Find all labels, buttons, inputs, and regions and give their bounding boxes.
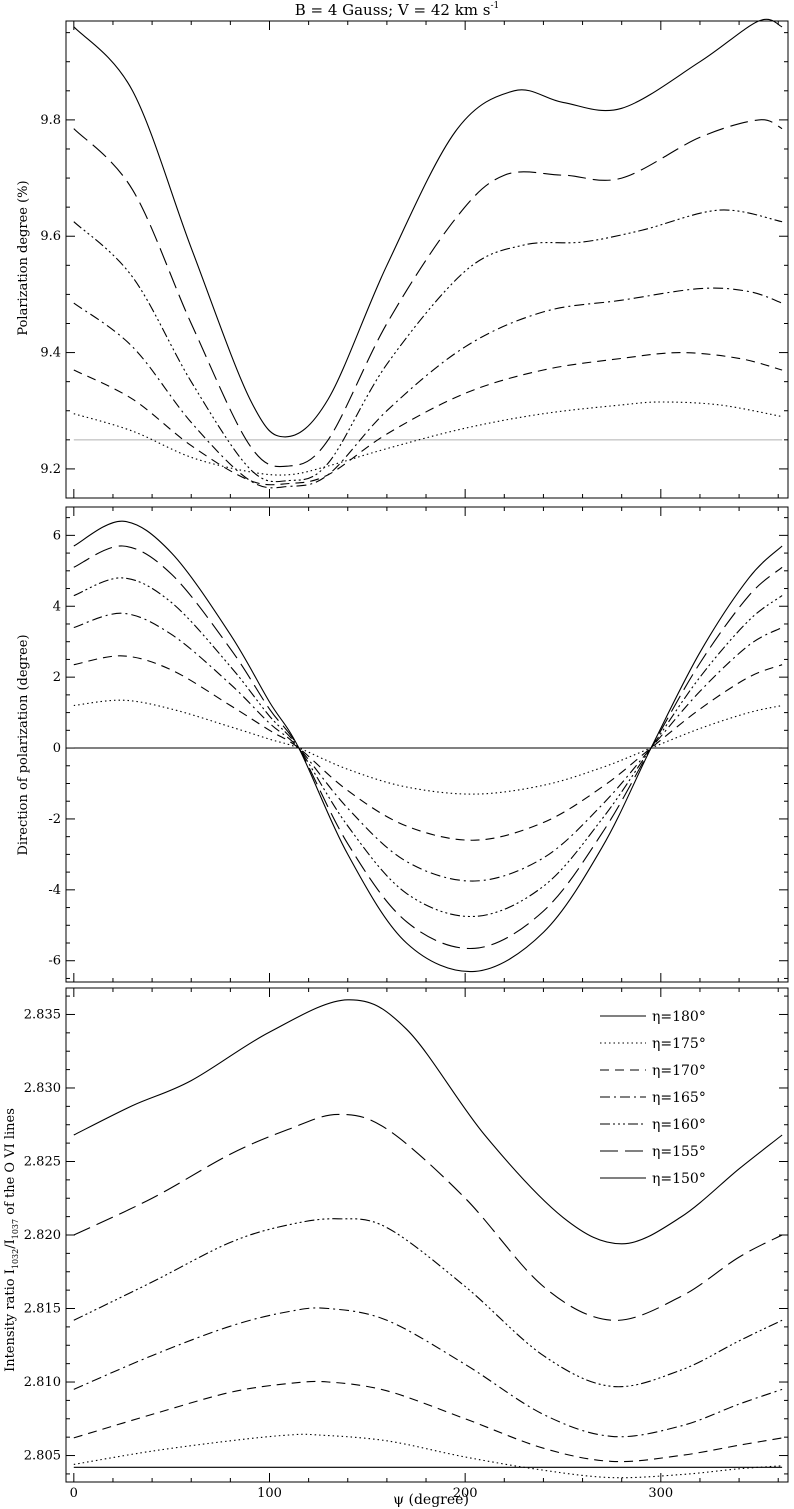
legend: η=180° η=175° η=170° η=165° η=160° η=155° η=15… [600,1009,706,1187]
y-tick-label: -4 [48,883,61,898]
legend-label: η=155° [652,1144,706,1160]
series-line-eta-170 [73,1218,783,1388]
y-tick-label: -6 [48,954,61,969]
legend-label: η=170° [652,1063,706,1079]
y-tick-label: 0 [53,741,61,756]
series-line-eta-155 [73,699,783,795]
y-tick-label: 2.820 [24,1228,61,1243]
panel-0-y-axis-label: Polarization degree (%) [16,180,31,335]
series-line-eta-180 [73,520,783,973]
y-tick-label: 2.825 [24,1154,61,1169]
y-tick-label: 2.815 [24,1302,61,1317]
series-line-eta-160 [73,655,783,841]
y-tick-label: 2 [53,670,61,685]
x-tick-label: 300 [648,1486,673,1501]
series-line-eta-170 [73,577,783,917]
x-tick-label: 100 [257,1486,282,1501]
figure-title-superscript: -1 [491,1,500,11]
series-line-eta-180 [73,18,783,438]
y-tick-label: 9.2 [40,462,61,477]
series-line-eta-175 [73,1113,783,1321]
series-line-eta-170 [73,209,783,483]
series-line-eta-165 [73,612,783,882]
legend-label: η=175° [652,1036,706,1052]
y-tick-label: 4 [53,599,61,614]
y-tick-label: 2.810 [24,1375,61,1390]
legend-label: η=160° [652,1117,706,1133]
x-tick-label: 200 [453,1486,478,1501]
x-axis-label: ψ (degree) [393,1492,469,1508]
figure-title: B = 4 Gauss; V = 42 km s-1 [295,1,500,19]
y-tick-label: 2.830 [24,1081,61,1096]
panel-1-y-axis-label: Direction of polarization (degree) [16,634,31,855]
series-line-eta-155 [73,401,783,476]
series-line-eta-180 [73,999,783,1245]
plot-frame [65,506,789,983]
legend-label: η=180° [652,1009,706,1025]
series-line-eta-155 [73,1433,783,1479]
polarization-degree-panel: 9.2 9.4 9.6 9.8 [40,18,789,499]
y-tick-label: 6 [53,528,61,543]
plot-frame [65,20,789,499]
intensity-ratio-panel: 0 100 200 300 2.805 2.810 2.815 2.820 2.825 2.830… [24,987,789,1501]
legend-label: η=150° [652,1171,706,1187]
series-line-eta-175 [73,545,783,949]
polarization-direction-panel: -6 -4 -2 0 2 4 6 [48,506,789,983]
y-tick-label: 9.6 [40,229,61,244]
y-tick-label: 9.4 [40,346,61,361]
panel-2-y-axis-label: Intensity ratio I1032/I1037 of the O VI … [3,1108,20,1372]
y-tick-label: 9.8 [40,113,61,128]
y-tick-label: 2.835 [24,1007,61,1022]
series-line-eta-160 [73,1380,783,1463]
series-line-eta-175 [73,119,783,468]
series-line-eta-165 [73,287,783,489]
y-tick-label: -2 [48,812,61,827]
series-line-eta-160 [73,352,783,486]
x-tick-label: 0 [70,1486,78,1501]
series-line-eta-165 [73,1307,783,1438]
y-tick-label: 2.805 [24,1449,61,1464]
legend-label: η=165° [652,1090,706,1106]
